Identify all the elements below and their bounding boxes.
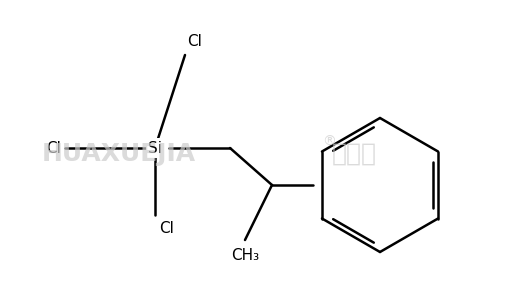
- Text: CH₃: CH₃: [231, 248, 259, 263]
- Text: Cl: Cl: [46, 141, 61, 155]
- Text: Cl: Cl: [159, 221, 174, 236]
- Text: Cl: Cl: [187, 34, 202, 49]
- Text: ®: ®: [322, 135, 336, 149]
- Text: Si: Si: [148, 141, 162, 155]
- Text: HUAXUEJIA: HUAXUEJIA: [42, 142, 196, 166]
- Text: 化学加: 化学加: [332, 142, 377, 166]
